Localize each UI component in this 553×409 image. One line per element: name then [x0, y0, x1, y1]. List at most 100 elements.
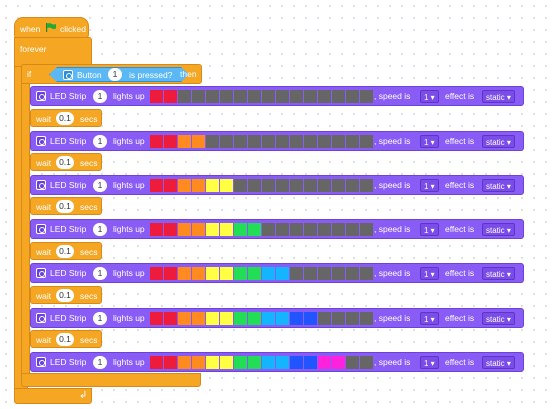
led-strip-index-input[interactable]: 1	[93, 135, 107, 148]
button-pressed-condition[interactable]: Button 1 is pressed?	[49, 67, 189, 82]
wait-seconds-input[interactable]: 0.1	[56, 245, 74, 258]
led-color-cell[interactable]	[360, 90, 373, 103]
led-strip-index-input[interactable]: 1	[93, 312, 107, 325]
led-strip-index-input[interactable]: 1	[93, 356, 107, 369]
led-color-cell[interactable]	[206, 356, 219, 369]
led-color-cell[interactable]	[304, 90, 317, 103]
led-color-cell[interactable]	[192, 90, 205, 103]
forever-block-foot[interactable]: ↲	[14, 388, 92, 404]
led-color-cell[interactable]	[332, 179, 345, 192]
led-color-cell[interactable]	[150, 90, 163, 103]
led-color-cell[interactable]	[290, 267, 303, 280]
button-number-input[interactable]: 1	[108, 68, 122, 81]
led-color-cell[interactable]	[318, 223, 331, 236]
led-color-cell[interactable]	[346, 135, 359, 148]
led-color-selector[interactable]	[150, 356, 373, 369]
led-color-cell[interactable]	[164, 90, 177, 103]
led-color-cell[interactable]	[192, 135, 205, 148]
led-color-cell[interactable]	[346, 356, 359, 369]
led-color-cell[interactable]	[164, 267, 177, 280]
led-color-cell[interactable]	[262, 135, 275, 148]
led-color-cell[interactable]	[192, 267, 205, 280]
led-color-cell[interactable]	[318, 356, 331, 369]
led-color-cell[interactable]	[332, 356, 345, 369]
led-color-selector[interactable]	[150, 223, 373, 236]
led-color-cell[interactable]	[276, 267, 289, 280]
led-color-cell[interactable]	[220, 90, 233, 103]
led-color-cell[interactable]	[220, 179, 233, 192]
led-color-cell[interactable]	[234, 223, 247, 236]
led-color-cell[interactable]	[262, 179, 275, 192]
speed-dropdown[interactable]: 1 ▾	[420, 223, 439, 236]
led-color-cell[interactable]	[332, 90, 345, 103]
led-color-cell[interactable]	[262, 267, 275, 280]
effect-dropdown[interactable]: static ▾	[482, 312, 515, 325]
effect-dropdown[interactable]: static ▾	[482, 179, 515, 192]
led-strip-block[interactable]: LED Strip 1 lights up , speed is 1 ▾ effect i…	[30, 219, 524, 239]
led-color-cell[interactable]	[234, 312, 247, 325]
speed-dropdown[interactable]: 1 ▾	[420, 135, 439, 148]
led-color-selector[interactable]	[150, 179, 373, 192]
led-color-cell[interactable]	[178, 179, 191, 192]
led-color-cell[interactable]	[192, 179, 205, 192]
led-color-cell[interactable]	[262, 90, 275, 103]
led-color-cell[interactable]	[276, 223, 289, 236]
led-color-cell[interactable]	[318, 179, 331, 192]
effect-dropdown[interactable]: static ▾	[482, 356, 515, 369]
led-color-cell[interactable]	[332, 135, 345, 148]
led-strip-block[interactable]: LED Strip 1 lights up , speed is 1 ▾ effect i…	[30, 131, 524, 151]
led-color-cell[interactable]	[318, 90, 331, 103]
led-strip-index-input[interactable]: 1	[93, 223, 107, 236]
led-color-cell[interactable]	[276, 135, 289, 148]
led-color-cell[interactable]	[290, 356, 303, 369]
led-color-cell[interactable]	[220, 135, 233, 148]
led-color-cell[interactable]	[248, 90, 261, 103]
led-color-cell[interactable]	[262, 312, 275, 325]
wait-block[interactable]: wait 0.1 secs	[30, 197, 102, 215]
led-color-cell[interactable]	[360, 223, 373, 236]
wait-block[interactable]: wait 0.1 secs	[30, 286, 102, 304]
led-color-cell[interactable]	[360, 312, 373, 325]
led-color-cell[interactable]	[360, 267, 373, 280]
led-color-cell[interactable]	[346, 312, 359, 325]
led-strip-block[interactable]: LED Strip 1 lights up , speed is 1 ▾ effect i…	[30, 86, 524, 106]
led-color-cell[interactable]	[150, 312, 163, 325]
led-color-cell[interactable]	[262, 356, 275, 369]
led-color-cell[interactable]	[220, 223, 233, 236]
led-color-cell[interactable]	[304, 135, 317, 148]
speed-dropdown[interactable]: 1 ▾	[420, 312, 439, 325]
effect-dropdown[interactable]: static ▾	[482, 135, 515, 148]
wait-seconds-input[interactable]: 0.1	[56, 333, 74, 346]
speed-dropdown[interactable]: 1 ▾	[420, 267, 439, 280]
led-color-cell[interactable]	[332, 267, 345, 280]
led-color-cell[interactable]	[234, 267, 247, 280]
effect-dropdown[interactable]: static ▾	[482, 90, 515, 103]
led-color-cell[interactable]	[360, 356, 373, 369]
led-color-cell[interactable]	[164, 135, 177, 148]
led-color-cell[interactable]	[234, 90, 247, 103]
led-color-cell[interactable]	[206, 223, 219, 236]
led-color-cell[interactable]	[360, 135, 373, 148]
led-color-cell[interactable]	[178, 135, 191, 148]
led-color-cell[interactable]	[346, 90, 359, 103]
led-color-cell[interactable]	[248, 312, 261, 325]
wait-seconds-input[interactable]: 0.1	[56, 200, 74, 213]
led-strip-block[interactable]: LED Strip 1 lights up , speed is 1 ▾ effect i…	[30, 308, 524, 328]
wait-block[interactable]: wait 0.1 secs	[30, 242, 102, 260]
led-strip-index-input[interactable]: 1	[93, 267, 107, 280]
led-color-cell[interactable]	[290, 223, 303, 236]
forever-block[interactable]: forever	[14, 37, 92, 67]
led-color-cell[interactable]	[178, 312, 191, 325]
led-color-cell[interactable]	[346, 267, 359, 280]
wait-seconds-input[interactable]: 0.1	[56, 289, 74, 302]
led-color-cell[interactable]	[304, 312, 317, 325]
led-color-cell[interactable]	[332, 312, 345, 325]
effect-dropdown[interactable]: static ▾	[482, 267, 515, 280]
led-color-selector[interactable]	[150, 312, 373, 325]
led-color-cell[interactable]	[304, 223, 317, 236]
led-color-cell[interactable]	[178, 90, 191, 103]
led-color-cell[interactable]	[192, 356, 205, 369]
led-color-cell[interactable]	[248, 356, 261, 369]
led-color-cell[interactable]	[164, 312, 177, 325]
led-color-cell[interactable]	[276, 356, 289, 369]
